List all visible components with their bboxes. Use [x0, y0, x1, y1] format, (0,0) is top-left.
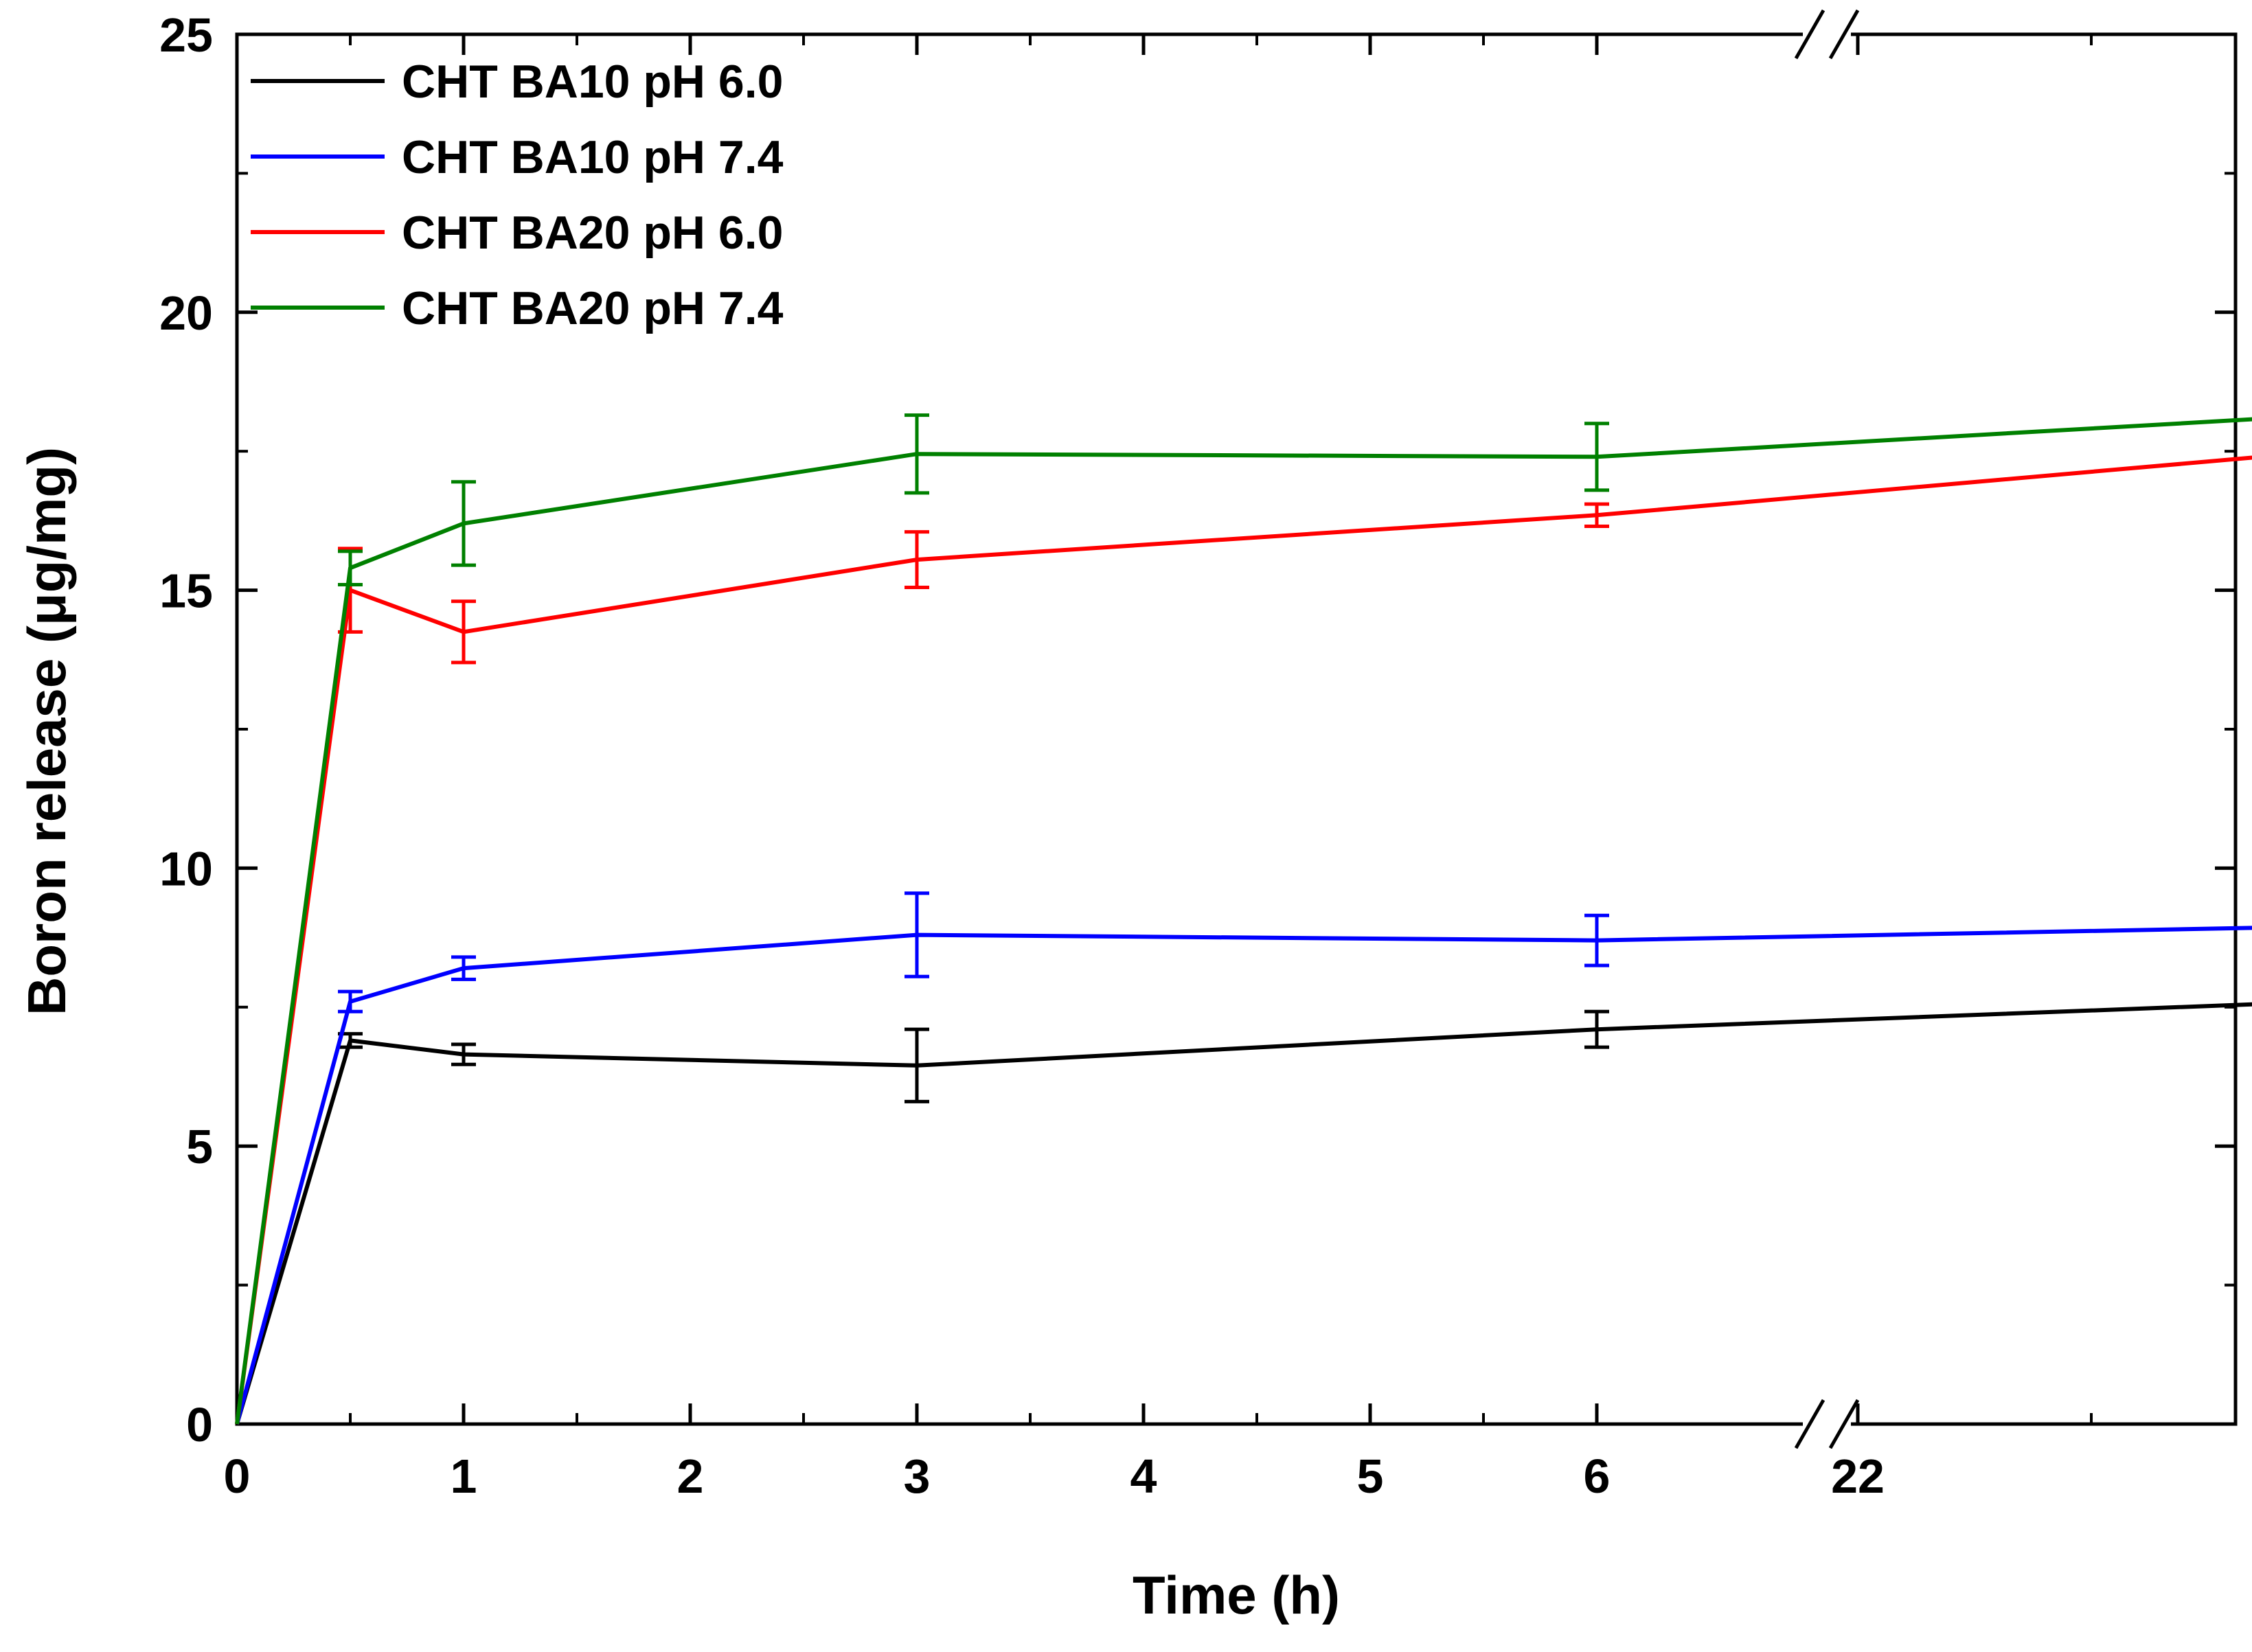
series-group [235, 891, 2252, 1425]
series-group [235, 413, 2252, 1425]
legend: CHT BA10 pH 6.0 CHT BA10 pH 7.4 CHT BA20 p… [251, 56, 784, 334]
y-axis-title: Boron release (μg/mg) [16, 447, 77, 1016]
x-axis-title: Time (h) [1133, 1565, 1340, 1625]
series-line [235, 926, 2252, 1425]
x-tick-label: 4 [1130, 1449, 1157, 1503]
y-tick-label: 20 [159, 286, 213, 340]
series-layer [235, 413, 2252, 1425]
y-tick-label: 5 [186, 1120, 213, 1173]
x-tick-label: 22 [1831, 1449, 1885, 1503]
legend-label: CHT BA10 pH 6.0 [402, 56, 783, 108]
series-line [235, 417, 2252, 1425]
axis-break-slash [1828, 1399, 1860, 1449]
y-tick-label: 25 [159, 8, 213, 62]
y-tick-label: 0 [186, 1398, 213, 1452]
x-tick-label: 2 [677, 1449, 704, 1503]
x-tick-label: 0 [224, 1449, 251, 1503]
axis-break-slash [1828, 9, 1860, 60]
y-tick-label: 10 [159, 842, 213, 895]
legend-label: CHT BA20 pH 6.0 [402, 207, 783, 259]
x-tick-label: 6 [1584, 1449, 1611, 1503]
axis-break-slash [1794, 9, 1826, 60]
y-tick-label: 15 [159, 564, 213, 618]
legend-label: CHT BA20 pH 7.4 [402, 282, 784, 334]
series-group [235, 1002, 2252, 1425]
series-line [235, 1002, 2252, 1425]
axis-break-marks [1794, 9, 1860, 1449]
axis-break-slash [1794, 1399, 1826, 1449]
legend-label: CHT BA10 pH 7.4 [402, 131, 784, 183]
axis-ticks: 051015202501234562224 [159, 8, 2236, 1503]
x-tick-label: 3 [904, 1449, 931, 1503]
x-tick-label: 1 [451, 1449, 477, 1503]
series-group [235, 455, 2252, 1425]
series-line [235, 455, 2252, 1425]
x-tick-label: 5 [1357, 1449, 1384, 1503]
